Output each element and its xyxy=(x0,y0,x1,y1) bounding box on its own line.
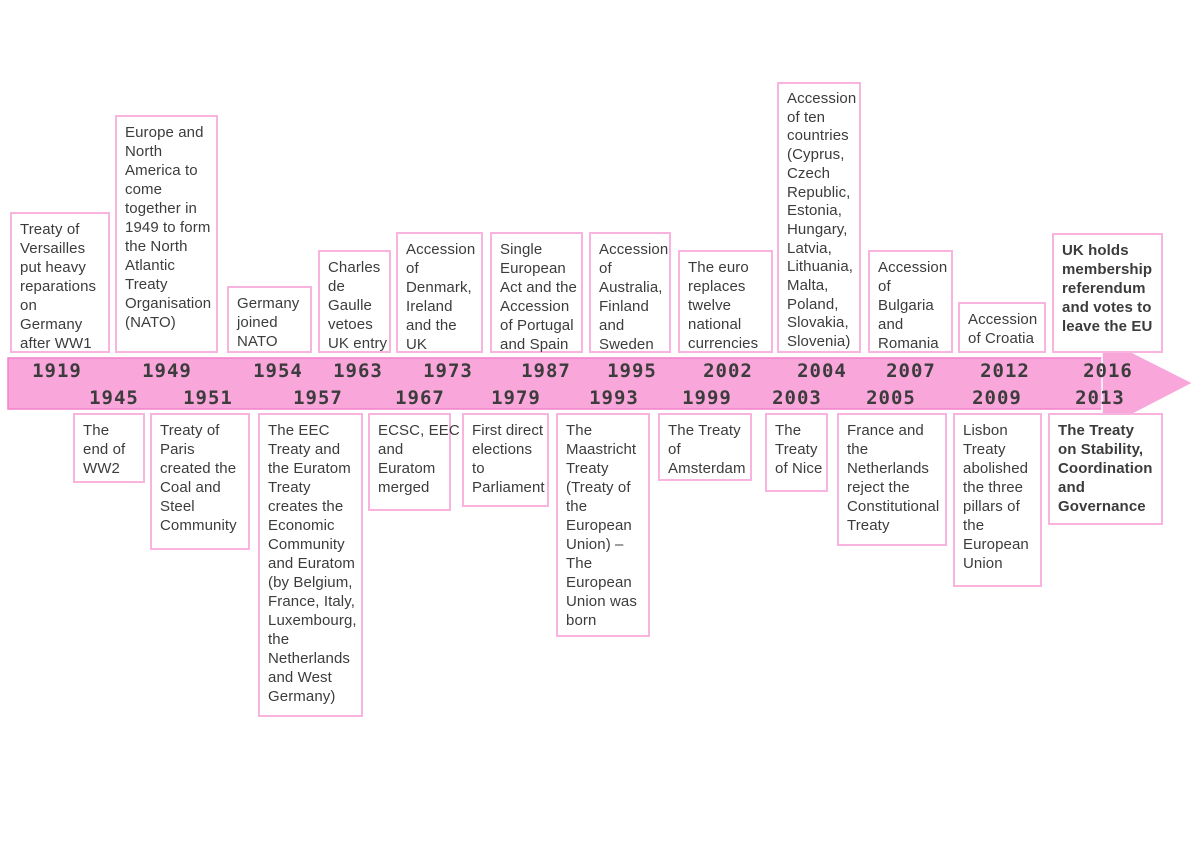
event-box-1945: The end of WW2 xyxy=(73,413,145,483)
year-label-1957: 1957 xyxy=(293,387,343,409)
event-box-1967: ECSC, EEC and Euratom merged xyxy=(368,413,460,511)
year-label-2002: 2002 xyxy=(703,360,753,382)
year-label-1967: 1967 xyxy=(395,387,445,409)
event-box-1979: First direct elections to Parliament xyxy=(462,413,549,507)
year-label-2009: 2009 xyxy=(972,387,1022,409)
timeline-arrowhead-icon xyxy=(1101,335,1195,432)
event-box-2005: France and the Netherlands reject the Co… xyxy=(837,413,947,546)
event-box-1919: Treaty of Versailles put heavy reparatio… xyxy=(10,212,110,353)
event-box-1993: The Maastricht Treaty (Treaty of the Eur… xyxy=(556,413,650,637)
timeline-band xyxy=(7,357,1103,410)
year-label-1954: 1954 xyxy=(253,360,303,382)
event-box-2004: Accession of ten countries (Cyprus, Czec… xyxy=(777,82,861,353)
event-box-2016: UK holds membership referendum and votes… xyxy=(1052,233,1163,353)
event-box-1954: Germany joined NATO xyxy=(227,286,312,353)
event-box-2013: The Treaty on Stability, Coordination an… xyxy=(1048,413,1163,525)
event-box-2007: Accession of Bulgaria and Romania xyxy=(868,250,953,353)
event-box-1987: Single European Act and the Accession of… xyxy=(490,232,583,353)
year-label-2004: 2004 xyxy=(797,360,847,382)
event-box-1957: The EEC Treaty and the Euratom Treaty cr… xyxy=(258,413,363,717)
event-box-2003: The Treaty of Nice xyxy=(765,413,828,492)
event-box-1973: Accession of Denmark, Ireland and the UK xyxy=(396,232,483,353)
year-label-2003: 2003 xyxy=(772,387,822,409)
year-label-1951: 1951 xyxy=(183,387,233,409)
year-label-1919: 1919 xyxy=(32,360,82,382)
event-box-1963: Charles de Gaulle vetoes UK entry xyxy=(318,250,391,353)
year-label-2007: 2007 xyxy=(886,360,936,382)
year-label-1999: 1999 xyxy=(682,387,732,409)
year-label-1973: 1973 xyxy=(423,360,473,382)
event-box-2009: Lisbon Treaty abolished the three pillar… xyxy=(953,413,1042,587)
year-label-2012: 2012 xyxy=(980,360,1030,382)
year-label-1995: 1995 xyxy=(607,360,657,382)
year-label-1993: 1993 xyxy=(589,387,639,409)
event-box-2012: Accession of Croatia xyxy=(958,302,1046,353)
year-label-1945: 1945 xyxy=(89,387,139,409)
event-box-1999: The Treaty of Amsterdam xyxy=(658,413,752,481)
year-label-1949: 1949 xyxy=(142,360,192,382)
year-label-1963: 1963 xyxy=(333,360,383,382)
event-box-2002: The euro replaces twelve national curren… xyxy=(678,250,773,353)
event-box-1951: Treaty of Paris created the Coal and Ste… xyxy=(150,413,250,550)
year-label-2016: 2016 xyxy=(1083,360,1133,382)
year-label-2013: 2013 xyxy=(1075,387,1125,409)
event-box-1949: Europe and North America to come togethe… xyxy=(115,115,218,353)
event-box-1995: Accession of Australia, Finland and Swed… xyxy=(589,232,671,353)
year-label-1979: 1979 xyxy=(491,387,541,409)
year-label-2005: 2005 xyxy=(866,387,916,409)
year-label-1987: 1987 xyxy=(521,360,571,382)
